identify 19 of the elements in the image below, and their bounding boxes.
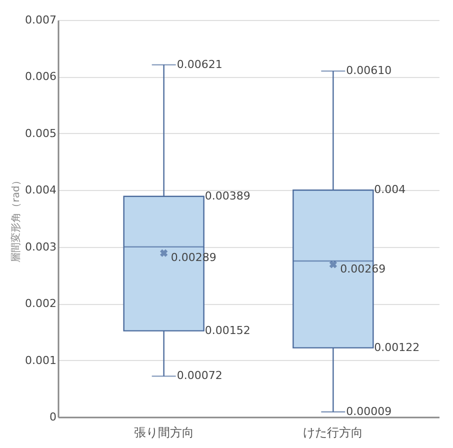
- annotation: 0.00122: [374, 340, 420, 354]
- y-tick-label: 0.007: [25, 14, 56, 26]
- annotation: 0.00152: [204, 324, 250, 337]
- x-tick-label: 張り間方向: [134, 426, 194, 440]
- y-tick-label: 0.006: [25, 70, 56, 84]
- annotation: 0.00072: [176, 369, 222, 382]
- x-tick-label: けた行方向: [303, 426, 364, 440]
- y-tick-label: 0.001: [25, 354, 56, 367]
- annotation: 0.004: [374, 183, 406, 196]
- y-tick-label: 0.002: [25, 297, 56, 310]
- annotation: 0.00610: [346, 64, 392, 78]
- annotation: 0.00389: [204, 189, 250, 202]
- y-tick-label: 0.004: [25, 184, 56, 197]
- y-tick-label: 0.005: [25, 126, 56, 140]
- annotation: 0.00009: [346, 404, 392, 418]
- annotation: 0.00621: [176, 58, 222, 71]
- y-tick-label: 0: [50, 410, 56, 424]
- y-tick-label: 0.003: [25, 240, 56, 254]
- y-axis-title: 層間変形角（rad）: [10, 176, 22, 262]
